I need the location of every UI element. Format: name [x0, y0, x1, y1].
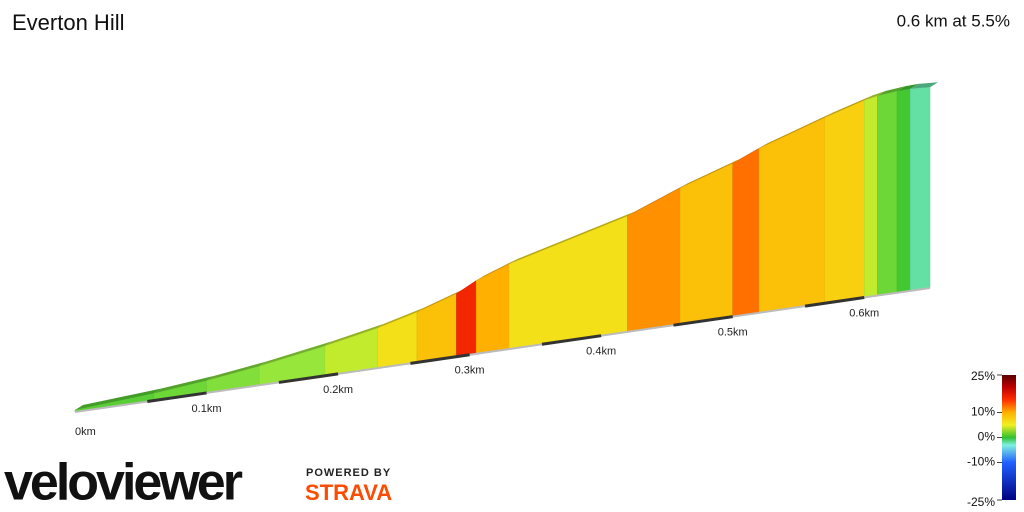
segment — [679, 163, 733, 325]
segment-top — [153, 375, 215, 394]
segment-top — [259, 341, 333, 367]
segment — [508, 215, 628, 350]
logo: veloviewer — [4, 454, 243, 512]
segment — [732, 148, 760, 317]
segment-top — [324, 323, 386, 347]
segment-top — [206, 361, 268, 381]
segment — [456, 280, 477, 357]
x-tick-label: 0.1km — [192, 403, 222, 415]
segment-top — [897, 83, 919, 92]
segment-top — [75, 388, 162, 410]
tick-segment — [278, 372, 339, 384]
x-tick-label: 0.3km — [455, 365, 485, 377]
tick-segment — [804, 296, 865, 308]
segment — [377, 311, 418, 369]
x-tick-label: 0km — [75, 426, 96, 438]
strava: STRAVA — [305, 480, 392, 505]
segment-top — [759, 112, 833, 149]
segment — [758, 117, 826, 314]
segment — [416, 293, 457, 363]
color-bar — [1002, 375, 1016, 500]
x-tick-label: 0.5km — [718, 327, 748, 339]
segment — [896, 88, 911, 294]
segment — [824, 100, 865, 304]
powered-by: POWERED BY — [306, 467, 391, 479]
segment-top — [824, 95, 873, 118]
segment — [863, 95, 878, 298]
segment-top — [910, 82, 938, 89]
segment — [910, 87, 931, 292]
color-tick-label: 25% — [971, 369, 995, 383]
chart-title: Everton Hill — [12, 10, 124, 35]
tick-segment — [673, 315, 733, 327]
color-tick-label: -25% — [967, 495, 995, 509]
segment-top — [877, 86, 906, 96]
tick-segment — [541, 334, 602, 346]
color-tick-label: 10% — [971, 405, 995, 419]
segment — [627, 187, 681, 333]
segment-top — [377, 307, 425, 329]
segment-top — [864, 90, 886, 101]
tick-segment — [147, 391, 207, 403]
x-tick-label: 0.6km — [849, 307, 879, 319]
segment — [877, 90, 898, 296]
segment-top — [509, 211, 636, 265]
x-tick-label: 0.2km — [323, 384, 353, 396]
color-tick-label: 0% — [978, 430, 996, 444]
segment-top — [680, 158, 741, 189]
chart-subtitle: 0.6 km at 5.5% — [897, 11, 1010, 30]
color-tick-label: -10% — [967, 455, 995, 469]
tick-segment — [410, 353, 470, 365]
base-line — [74, 287, 931, 413]
x-tick-label: 0.4km — [586, 346, 616, 358]
segment-top — [417, 288, 465, 313]
